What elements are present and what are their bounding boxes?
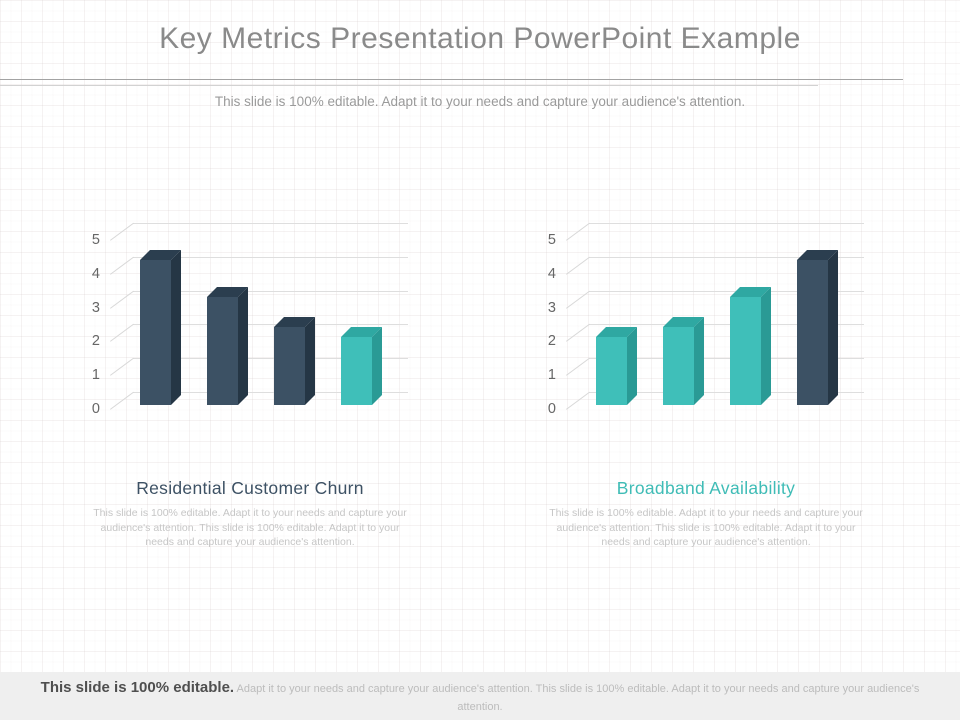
bar-side-face	[305, 317, 315, 405]
bar-side-face	[372, 327, 382, 405]
chart-title-left: Residential Customer Churn	[136, 478, 364, 498]
y-axis-tick-label: 2	[91, 333, 100, 350]
chart-description-left: This slide is 100% editable. Adapt it to…	[93, 507, 407, 548]
y-axis-tick-label: 4	[547, 265, 556, 282]
y-axis-tick-label: 1	[547, 367, 556, 384]
chart-caption-right: Broadband Availability This slide is 100…	[516, 478, 896, 550]
gridline	[589, 290, 864, 292]
gridline-lead-in	[566, 324, 590, 343]
y-axis-tick-label: 5	[91, 232, 100, 248]
bar-3d	[596, 327, 637, 405]
gridline-lead-in	[110, 391, 134, 410]
bar-3d	[274, 317, 315, 405]
bar-3d	[140, 249, 181, 405]
gridline-lead-in	[566, 391, 590, 410]
bar-chart-broadband-availability: 0 1 2 3 4 5	[516, 218, 896, 428]
gridline	[589, 324, 864, 326]
chart-description-right: This slide is 100% editable. Adapt it to…	[549, 507, 863, 548]
bar-3d	[730, 286, 771, 405]
y-axis-tick-label: 0	[547, 401, 556, 417]
footer-body-text: Adapt it to your needs and capture your …	[234, 683, 920, 713]
bar-side-face	[828, 249, 838, 405]
slide-subtitle: This slide is 100% editable. Adapt it to…	[214, 94, 746, 109]
y-axis-tick-label: 5	[547, 232, 556, 248]
bar-side-face	[171, 249, 181, 405]
gridline-lead-in	[566, 290, 590, 309]
gridline	[133, 392, 408, 393]
gridline	[133, 256, 408, 258]
gridline-lead-in	[566, 358, 590, 376]
chart-caption-left: Residential Customer Churn This slide is…	[60, 478, 440, 550]
gridline	[589, 392, 864, 393]
gridline-lead-in	[110, 324, 134, 343]
plot-area: 0 1 2 3 4 5	[60, 218, 440, 428]
gridline	[589, 358, 864, 360]
y-axis-tick-label: 1	[91, 367, 100, 384]
gridline-lead-in	[566, 256, 590, 275]
gridline-lead-in	[110, 358, 134, 376]
bar-side-face	[761, 286, 771, 405]
bar-3d	[341, 327, 382, 405]
gridline	[133, 324, 408, 326]
gridline	[133, 290, 408, 292]
gridline	[133, 223, 408, 224]
y-axis-tick-label: 3	[91, 299, 100, 316]
bar-3d	[663, 317, 704, 405]
footer-lead-text: This slide is 100% editable.	[40, 679, 235, 696]
chart-title-right: Broadband Availability	[616, 478, 796, 498]
bar-chart-residential-customer-churn: 0 1 2 3 4 5	[60, 218, 440, 428]
gridline	[589, 223, 864, 224]
title-divider-secondary	[0, 85, 818, 86]
bar-side-face	[238, 286, 248, 405]
y-axis-tick-label: 0	[91, 401, 100, 417]
gridline	[133, 358, 408, 360]
y-axis-tick-label: 2	[547, 333, 556, 350]
y-axis-tick-label: 4	[91, 265, 100, 282]
gridline-lead-in	[566, 222, 590, 241]
y-axis-tick-label: 3	[547, 299, 556, 316]
slide-title: Key Metrics Presentation PowerPoint Exam…	[159, 22, 801, 55]
gridline-lead-in	[110, 256, 134, 275]
gridline-lead-in	[110, 222, 134, 241]
bar-3d	[207, 286, 248, 405]
title-divider-primary	[0, 79, 903, 80]
gridline-lead-in	[110, 290, 134, 309]
plot-area: 0 1 2 3 4 5	[516, 218, 896, 428]
footer-bar: This slide is 100% editable. Adapt it to…	[0, 672, 960, 720]
bar-side-face	[627, 327, 637, 405]
gridline	[589, 256, 864, 258]
bar-side-face	[694, 317, 704, 405]
bar-3d	[797, 249, 838, 405]
